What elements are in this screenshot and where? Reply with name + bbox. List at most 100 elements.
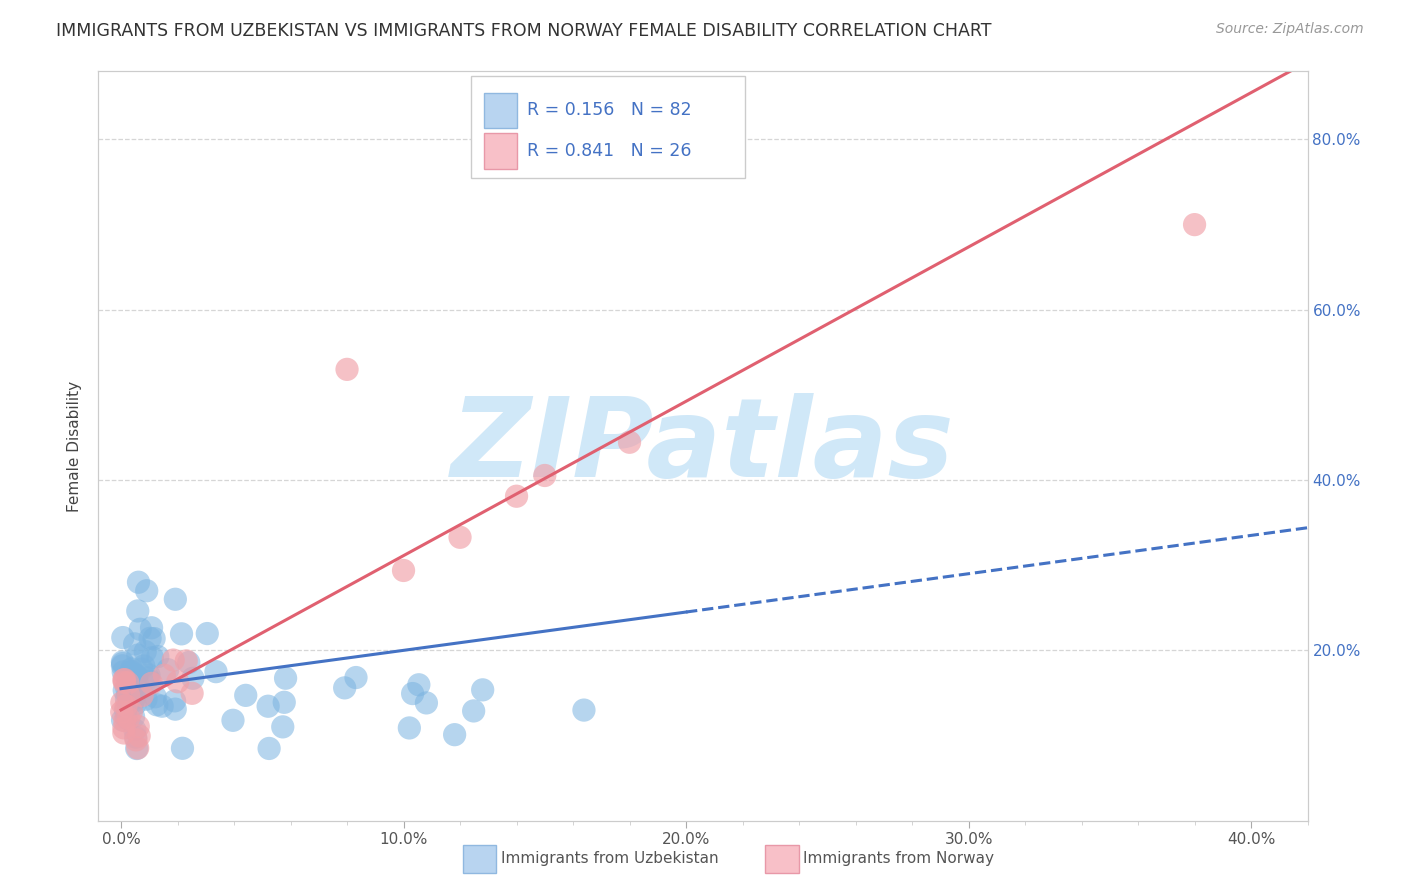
- Text: ZIPatlas: ZIPatlas: [451, 392, 955, 500]
- Point: [143, 632, 166, 646]
- Point: [122, 710, 145, 724]
- Point: [127, 604, 149, 618]
- Point: [398, 721, 420, 735]
- Point: [257, 741, 280, 756]
- Point: [166, 674, 188, 689]
- Point: [117, 688, 139, 702]
- Point: [143, 690, 166, 704]
- Point: [117, 688, 139, 702]
- Point: [125, 732, 148, 747]
- Point: [125, 670, 148, 684]
- Point: [141, 676, 163, 690]
- Text: Source: ZipAtlas.com: Source: ZipAtlas.com: [1216, 22, 1364, 37]
- Point: [129, 622, 152, 636]
- Point: [274, 671, 297, 685]
- Point: [132, 659, 155, 673]
- Point: [125, 668, 148, 682]
- Point: [138, 668, 160, 682]
- Point: [115, 698, 138, 713]
- Point: [128, 729, 150, 743]
- Point: [165, 592, 187, 607]
- Point: [138, 674, 160, 689]
- Point: [127, 719, 149, 733]
- Point: [111, 631, 134, 645]
- Point: [174, 654, 197, 668]
- Point: [131, 689, 153, 703]
- Point: [336, 362, 359, 376]
- Point: [117, 711, 139, 725]
- Point: [344, 671, 367, 685]
- Point: [127, 741, 149, 756]
- Point: [115, 711, 138, 725]
- Point: [135, 692, 157, 706]
- Text: IMMIGRANTS FROM UZBEKISTAN VS IMMIGRANTS FROM NORWAY FEMALE DISABILITY CORRELATI: IMMIGRANTS FROM UZBEKISTAN VS IMMIGRANTS…: [56, 22, 991, 40]
- Point: [619, 435, 641, 450]
- Point: [115, 691, 138, 706]
- Point: [118, 688, 141, 702]
- Point: [165, 702, 187, 716]
- Point: [1184, 218, 1206, 232]
- Point: [114, 673, 136, 687]
- Point: [572, 703, 595, 717]
- Point: [112, 721, 135, 735]
- Text: Immigrants from Uzbekistan: Immigrants from Uzbekistan: [501, 852, 718, 866]
- Point: [120, 665, 142, 679]
- Point: [136, 671, 159, 685]
- Point: [222, 714, 245, 728]
- Point: [172, 741, 194, 756]
- Point: [205, 665, 228, 679]
- Point: [333, 681, 356, 695]
- Point: [134, 645, 156, 659]
- Point: [120, 671, 142, 685]
- Point: [111, 696, 134, 710]
- Point: [112, 665, 135, 679]
- Point: [533, 468, 555, 483]
- Point: [111, 705, 134, 719]
- Point: [124, 690, 146, 705]
- Point: [111, 658, 134, 673]
- Point: [118, 676, 141, 690]
- Point: [128, 683, 150, 698]
- Point: [181, 671, 204, 685]
- Point: [114, 714, 136, 728]
- Point: [408, 678, 430, 692]
- Point: [443, 728, 465, 742]
- Point: [139, 632, 162, 646]
- Point: [135, 583, 157, 598]
- Point: [181, 686, 204, 700]
- Point: [463, 704, 485, 718]
- Point: [121, 668, 143, 682]
- Point: [112, 683, 135, 698]
- Point: [449, 530, 471, 544]
- Text: R = 0.841   N = 26: R = 0.841 N = 26: [527, 142, 692, 160]
- Point: [127, 676, 149, 690]
- Point: [170, 627, 193, 641]
- Point: [415, 696, 437, 710]
- Point: [127, 648, 149, 662]
- Point: [121, 667, 143, 681]
- Point: [124, 697, 146, 711]
- Point: [235, 689, 257, 703]
- Point: [177, 656, 200, 670]
- Point: [162, 653, 184, 667]
- Point: [153, 668, 176, 682]
- Point: [128, 575, 150, 590]
- Point: [257, 699, 280, 714]
- Point: [146, 698, 169, 712]
- Point: [125, 741, 148, 756]
- Point: [505, 489, 527, 503]
- Point: [111, 657, 134, 671]
- Point: [150, 699, 173, 714]
- Point: [195, 626, 218, 640]
- Point: [471, 682, 494, 697]
- Point: [156, 663, 179, 677]
- Point: [124, 637, 146, 651]
- Point: [122, 694, 145, 708]
- Point: [271, 720, 294, 734]
- Point: [401, 687, 423, 701]
- Point: [141, 621, 163, 635]
- Point: [117, 676, 139, 690]
- Point: [117, 697, 139, 711]
- Point: [121, 705, 143, 719]
- Point: [124, 723, 146, 737]
